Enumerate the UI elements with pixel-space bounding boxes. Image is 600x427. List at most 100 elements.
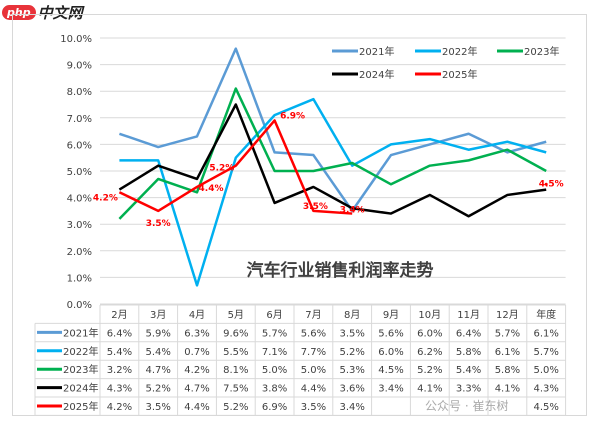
table-cell: 5.4% [145,347,170,358]
table-cell: 3.4% [339,402,364,413]
site-logo: php 中文网 [2,2,83,23]
table-cell: 9.6% [223,328,248,339]
table-cell: 4.1% [417,384,442,395]
data-label: 5.2% [209,164,234,174]
table-cell: 5.8% [456,347,481,358]
table-cell: 5.2% [145,384,170,395]
x-category-label: 2月 [111,309,127,321]
table-cell: 5.7% [262,328,287,339]
table-cell: 6.1% [533,328,558,339]
table-cell: 4.1% [495,384,520,395]
table-cell: 3.5% [339,328,364,339]
table-cell: 5.0% [262,365,287,376]
data-label: 4.5% [539,179,564,189]
table-cell: 4.7% [145,365,170,376]
table-cell: 5.2% [417,365,442,376]
table-cell: 6.0% [378,347,403,358]
table-cell: 5.7% [495,328,520,339]
series-line [119,97,547,287]
watermark: 公众号 · 崔东树 [425,399,509,413]
legend-label: 2022年 [442,45,477,58]
x-category-label: 8月 [344,309,360,321]
y-tick-label: 0.0% [67,300,92,311]
table-cell: 3.3% [456,384,481,395]
data-label: 4.4% [199,184,224,194]
table-cell: 5.3% [339,365,364,376]
x-category-label: 6月 [266,309,282,321]
y-tick-label: 4.0% [67,194,92,205]
legend-label: 2024年 [359,68,394,81]
table-cell: 5.6% [301,328,326,339]
y-tick-label: 6.0% [67,140,92,151]
y-tick-label: 10.0% [60,34,92,45]
table-cell: 4.4% [184,402,209,413]
data-label: 6.9% [280,111,305,121]
table-cell: 4.2% [107,402,132,413]
table-cell: 5.2% [223,402,248,413]
table-series-label: 2022年 [63,345,98,358]
x-category-label: 5月 [228,309,244,321]
table-cell: 4.5% [533,402,558,413]
table-cell: 5.4% [456,365,481,376]
y-tick-label: 2.0% [67,247,92,258]
table-cell: 6.9% [262,402,287,413]
table-cell: 7.1% [262,347,287,358]
x-category-label: 4月 [189,309,205,321]
x-category-label: 10月 [418,309,441,321]
data-label: 3.4% [340,206,365,216]
table-cell: 6.4% [456,328,481,339]
table-cell: 0.7% [184,347,209,358]
table-cell: 8.1% [223,365,248,376]
x-category-label: 7月 [305,309,321,321]
series-line [118,87,547,220]
table-cell: 3.2% [107,365,132,376]
y-tick-label: 3.0% [67,220,92,231]
table-cell: 6.1% [495,347,520,358]
table-series-label: 2021年 [63,326,98,339]
table-cell: 4.7% [184,384,209,395]
table-series-label: 2023年 [63,363,98,376]
table-cell: 5.0% [533,365,558,376]
table-cell: 6.3% [184,328,209,339]
legend-label: 2025年 [442,68,477,81]
table-cell: 5.4% [107,347,132,358]
table-cell: 4.3% [107,384,132,395]
y-tick-label: 1.0% [67,273,92,284]
data-label: 3.5% [146,219,171,229]
table-series-label: 2025年 [63,400,98,413]
table-cell: 5.7% [533,347,558,358]
table-cell: 4.5% [378,365,403,376]
table-cell: 3.8% [262,384,287,395]
table-cell: 3.6% [339,384,364,395]
table-cell: 3.4% [378,384,403,395]
table-cell: 3.5% [301,402,326,413]
table-cell: 5.9% [145,328,170,339]
table-cell: 5.6% [378,328,403,339]
series-line [118,47,547,213]
table-cell: 5.2% [339,347,364,358]
data-label: 4.2% [93,193,118,203]
table-cell: 5.5% [223,347,248,358]
x-category-label: 年度 [536,308,556,321]
chart-title: 汽车行业销售利润率走势 [247,260,434,281]
y-tick-label: 5.0% [67,167,92,178]
table-cell: 6.4% [107,328,132,339]
legend-label: 2023年 [524,45,559,58]
x-category-label: 9月 [383,309,399,321]
table-cell: 4.3% [533,384,558,395]
legend-label: 2021年 [359,45,394,58]
y-tick-label: 8.0% [67,87,92,98]
table-cell: 6.2% [417,347,442,358]
series-point [544,182,548,186]
series-line [118,119,353,215]
table-cell: 3.5% [145,402,170,413]
table-cell: 4.2% [184,365,209,376]
table-series-label: 2024年 [63,382,98,395]
x-category-label: 12月 [496,309,519,321]
table-cell: 7.5% [223,384,248,395]
data-label: 3.5% [303,202,328,212]
table-cell: 7.7% [301,347,326,358]
x-category-label: 11月 [457,309,480,321]
x-category-label: 3月 [150,309,166,321]
